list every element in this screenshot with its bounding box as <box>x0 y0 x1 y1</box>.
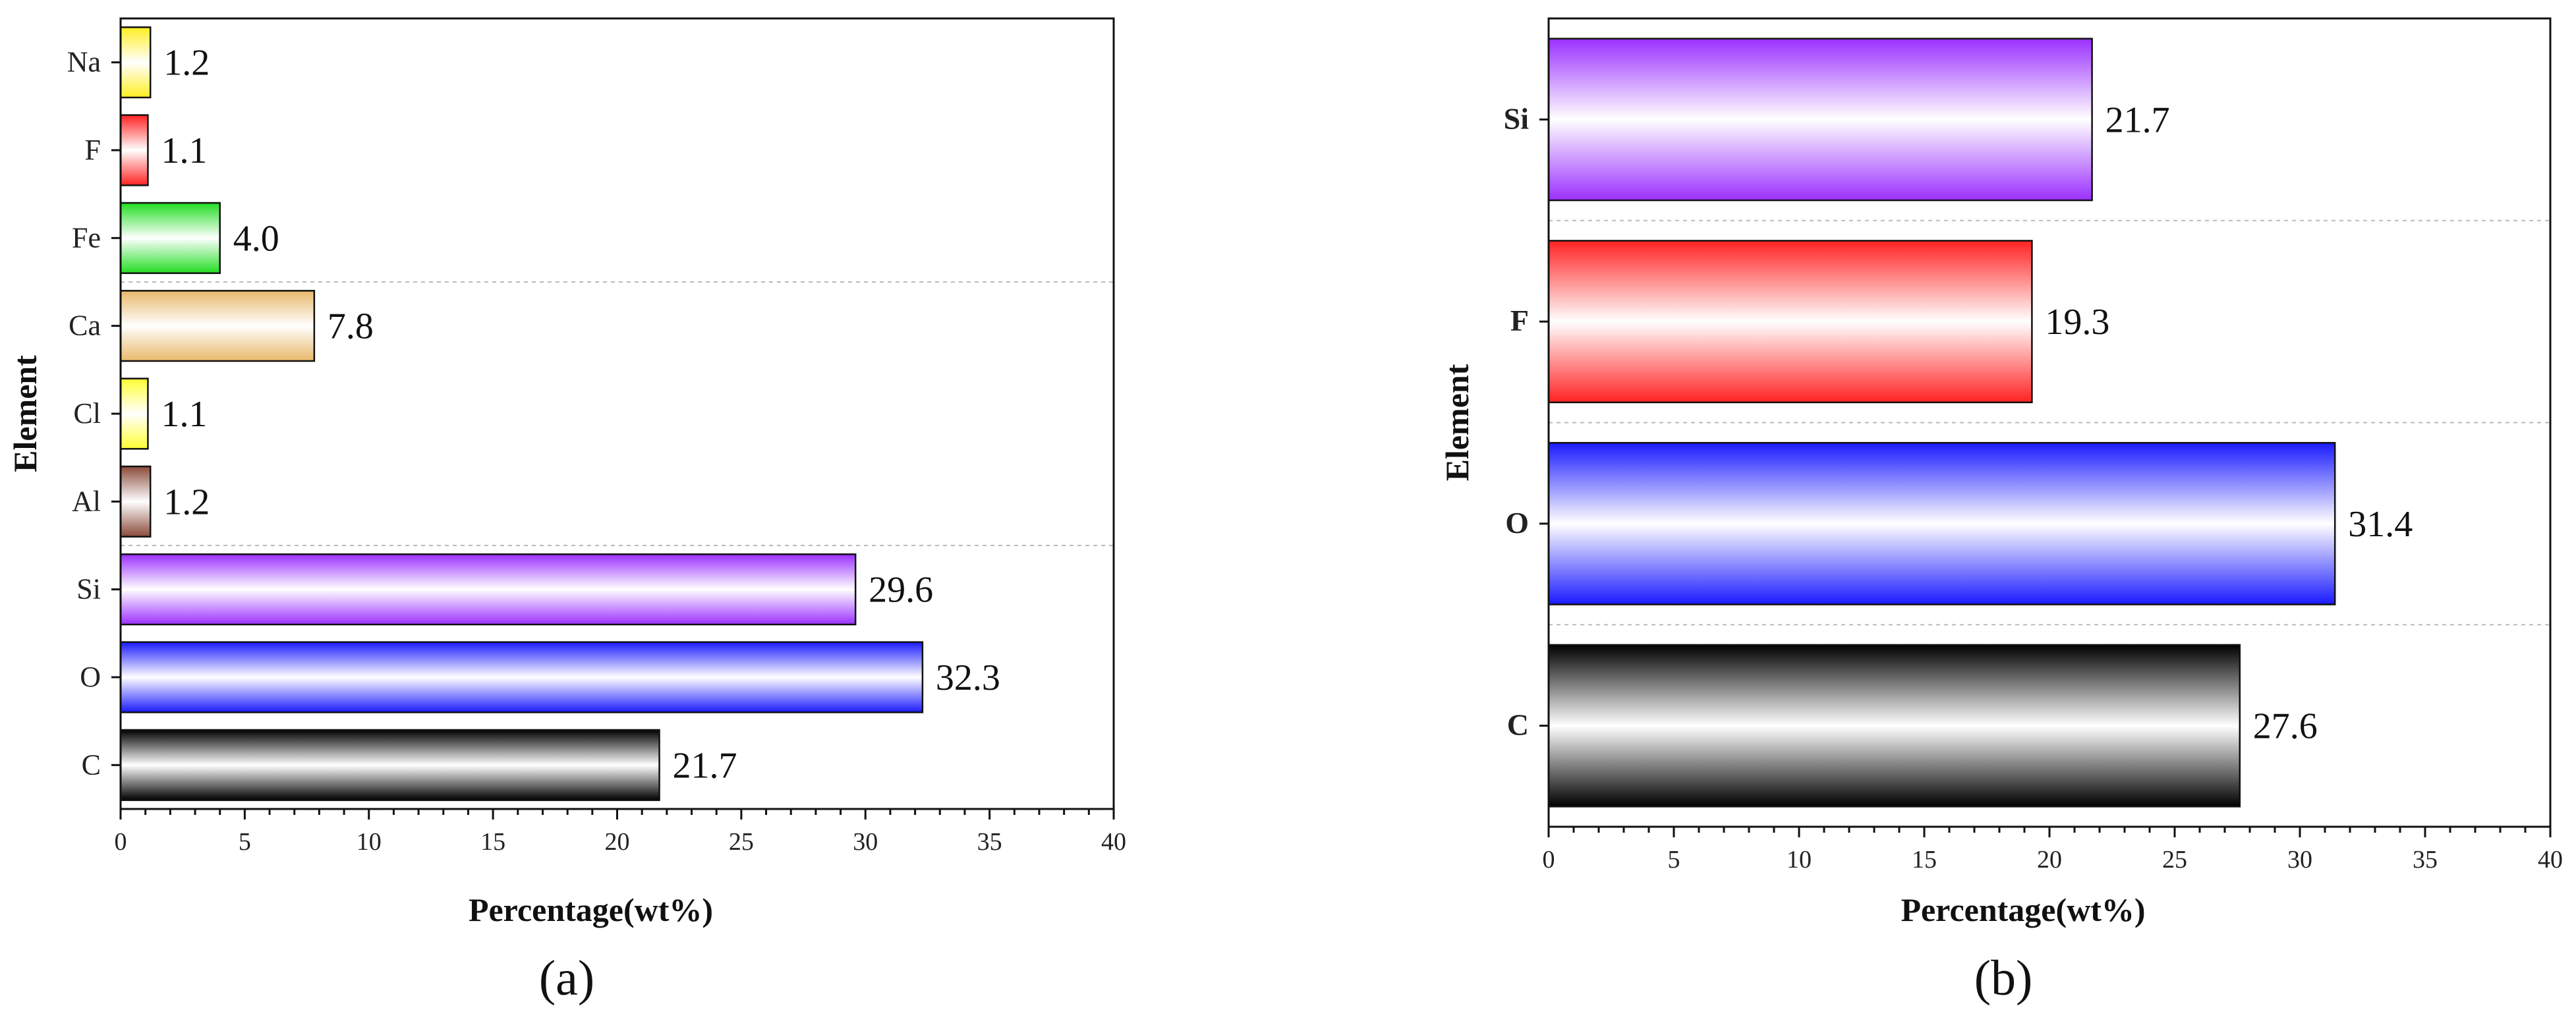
panel-caption: (a) <box>539 951 594 1006</box>
x-tick-label: 35 <box>977 828 1002 856</box>
category-label-al: Al <box>72 485 101 517</box>
panel-caption: (b) <box>1974 951 2033 1006</box>
bar-o <box>119 641 924 713</box>
value-label-o: 31.4 <box>2348 504 2413 545</box>
value-label-si: 29.6 <box>869 570 933 611</box>
x-tick-label: 5 <box>1668 846 1680 874</box>
category-label-fe: Fe <box>72 221 101 254</box>
value-label-f: 19.3 <box>2045 302 2109 343</box>
value-label-si: 21.7 <box>2105 99 2170 140</box>
value-label-cl: 1.1 <box>161 394 207 435</box>
x-tick-label: 40 <box>1101 828 1126 856</box>
chart-panel-b: 27.6 C 31.4 O 19.3 F 21.7 Si 0 5 10 15 20 25 30 35 40 Per… <box>1439 17 2563 1006</box>
x-axis-title: Percentage(wt%) <box>1901 891 2145 928</box>
category-label-si: Si <box>1504 101 1530 135</box>
x-tick-label: 20 <box>605 828 630 856</box>
x-tick-label: 15 <box>1912 846 1937 874</box>
x-tick-label: 15 <box>480 828 505 856</box>
x-tick-label: 30 <box>2287 846 2312 874</box>
category-label-cl: Cl <box>73 397 101 430</box>
value-label-ca: 7.8 <box>328 306 374 347</box>
x-tick-label: 25 <box>729 828 754 856</box>
x-tick-label: 0 <box>1543 846 1555 874</box>
bar-si <box>1547 38 2093 202</box>
value-label-c: 21.7 <box>673 745 737 786</box>
value-label-na: 1.2 <box>163 43 210 84</box>
bar-c <box>1547 644 2241 808</box>
bar-o <box>1547 441 2336 605</box>
x-tick-label: 20 <box>2037 846 2062 874</box>
x-axis-title: Percentage(wt%) <box>469 891 713 928</box>
bar-si <box>119 553 857 626</box>
category-label-na: Na <box>67 46 101 78</box>
category-label-c: C <box>82 748 101 781</box>
bar-na <box>119 26 152 99</box>
x-tick-label: 5 <box>239 828 251 856</box>
category-label-f: F <box>85 134 101 166</box>
category-label-ca: Ca <box>69 310 101 342</box>
value-label-f: 1.1 <box>161 130 207 171</box>
x-tick-label: 25 <box>2162 846 2187 874</box>
bar-fe <box>119 202 221 274</box>
x-tick-label: 40 <box>2538 846 2563 874</box>
category-label-o: O <box>80 661 101 693</box>
y-axis-title: Element <box>1439 364 1475 481</box>
value-label-fe: 4.0 <box>233 218 279 259</box>
category-label-o: O <box>1505 506 1529 540</box>
x-tick-label: 35 <box>2413 846 2438 874</box>
bar-ca <box>119 290 316 362</box>
category-label-f: F <box>1510 304 1529 337</box>
chart-panel-a: 21.7 C 32.3 O 29.6 Si 1.2 Al 1.1 Cl 7.8 Ca 4.0 Fe 1.1 F… <box>7 17 1126 1006</box>
x-tick-label: 30 <box>853 828 878 856</box>
bar-f <box>119 114 149 186</box>
bar-cl <box>119 377 149 450</box>
value-label-o: 32.3 <box>936 657 1000 698</box>
value-label-c: 27.6 <box>2253 706 2318 747</box>
bar-al <box>119 465 152 538</box>
y-axis-title: Element <box>7 355 43 472</box>
bar-c <box>119 729 660 801</box>
bar-f <box>1547 240 2033 404</box>
x-tick-label: 0 <box>115 828 127 856</box>
x-tick-label: 10 <box>357 828 382 856</box>
category-label-si: Si <box>76 573 101 605</box>
category-label-c: C <box>1507 708 1529 742</box>
x-tick-label: 10 <box>1787 846 1812 874</box>
value-label-al: 1.2 <box>163 482 210 522</box>
